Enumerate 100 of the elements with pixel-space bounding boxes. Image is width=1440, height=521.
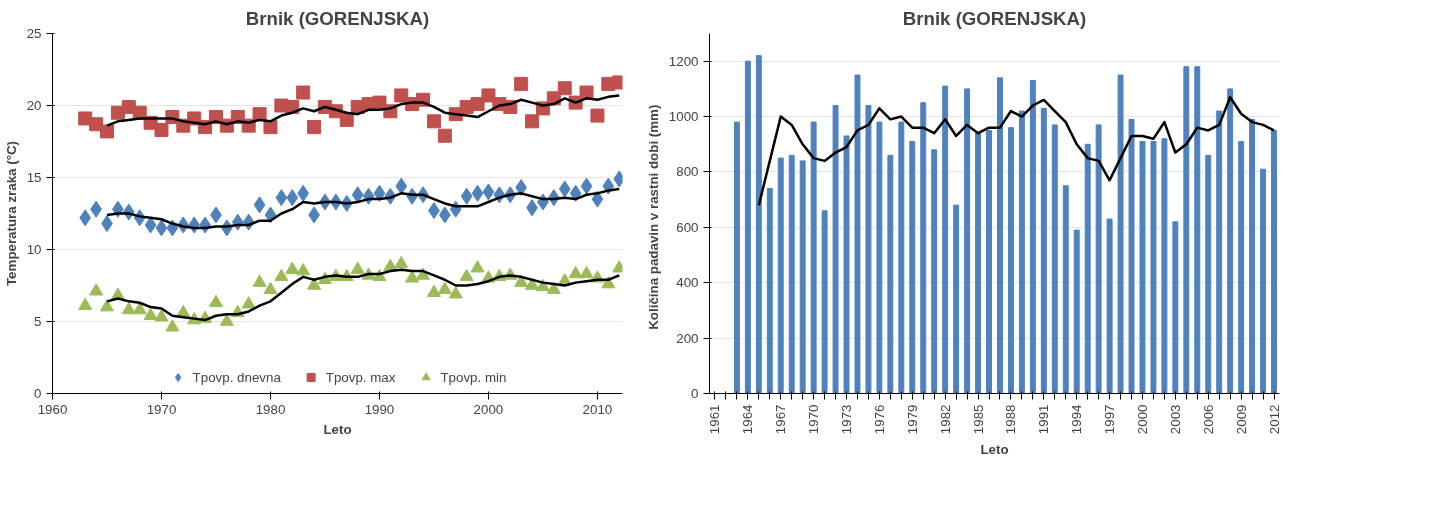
x-tick-label: 2003 bbox=[1167, 404, 1183, 435]
bar bbox=[898, 121, 905, 394]
x-tick-label: 1997 bbox=[1102, 404, 1118, 435]
point bbox=[144, 216, 157, 234]
point bbox=[459, 268, 474, 282]
bar bbox=[1238, 141, 1245, 394]
bar bbox=[1128, 118, 1135, 394]
bar bbox=[1139, 141, 1146, 394]
point bbox=[263, 281, 278, 295]
bar bbox=[876, 121, 883, 394]
y-tick-label: 600 bbox=[676, 219, 699, 235]
bar bbox=[1029, 80, 1036, 394]
point bbox=[514, 76, 529, 91]
point bbox=[253, 196, 266, 214]
bar bbox=[1007, 127, 1014, 394]
point bbox=[79, 209, 92, 227]
x-axis-title: Leto bbox=[980, 442, 1009, 458]
x-tick-label: 1970 bbox=[806, 404, 822, 435]
bar bbox=[953, 204, 960, 394]
point bbox=[143, 307, 158, 320]
x-tick-label: 2010 bbox=[582, 401, 613, 417]
point bbox=[286, 189, 299, 207]
bar bbox=[1051, 124, 1058, 394]
bar bbox=[1205, 154, 1212, 394]
x-tick-label: 1980 bbox=[255, 401, 286, 417]
point bbox=[263, 120, 278, 135]
point bbox=[154, 122, 169, 137]
y-tick-label: 15 bbox=[26, 170, 42, 185]
bar bbox=[986, 129, 992, 394]
bar bbox=[1062, 185, 1069, 394]
bar bbox=[1260, 168, 1267, 394]
point bbox=[437, 281, 452, 295]
y-tick-label: 800 bbox=[676, 164, 699, 180]
point bbox=[132, 301, 147, 315]
y-tick-label: 25 bbox=[26, 26, 42, 41]
y-tick-label: 400 bbox=[676, 275, 699, 291]
x-tick-label: 2000 bbox=[1134, 404, 1150, 435]
x-tick-label: 1985 bbox=[970, 404, 986, 435]
point bbox=[395, 177, 408, 195]
x-tick-label: 1964 bbox=[740, 403, 756, 435]
point bbox=[78, 297, 93, 310]
bar bbox=[931, 149, 938, 394]
x-tick-label: 1988 bbox=[1003, 404, 1019, 435]
point bbox=[590, 108, 605, 123]
point bbox=[405, 270, 420, 283]
y-tick-label: 10 bbox=[26, 242, 42, 257]
y-tick-label: 0 bbox=[34, 386, 42, 401]
point bbox=[557, 81, 572, 96]
bar bbox=[1018, 110, 1025, 394]
bar bbox=[1150, 141, 1157, 394]
y-axis-title: Temperatura zraka (°C) bbox=[3, 140, 19, 287]
point bbox=[154, 309, 169, 322]
point bbox=[569, 184, 582, 202]
point bbox=[448, 286, 463, 299]
point bbox=[426, 284, 441, 297]
point bbox=[339, 112, 354, 127]
bar bbox=[733, 121, 740, 394]
bar bbox=[854, 74, 861, 394]
legend-label: Tpovp. dnevna bbox=[192, 369, 281, 385]
bar bbox=[865, 105, 872, 394]
legend-label: Tpovp. min bbox=[440, 369, 507, 385]
bar bbox=[810, 121, 817, 394]
bar bbox=[964, 88, 971, 394]
bar bbox=[744, 60, 751, 394]
x-tick-label: 2012 bbox=[1266, 404, 1282, 435]
bar bbox=[1183, 66, 1190, 394]
bar bbox=[799, 160, 806, 394]
line-series bbox=[757, 95, 1276, 207]
bar bbox=[975, 132, 982, 394]
point bbox=[470, 97, 485, 112]
point bbox=[241, 296, 256, 309]
point bbox=[285, 261, 300, 274]
bar bbox=[755, 55, 762, 394]
bar bbox=[777, 157, 784, 394]
x-tick-label: 2000 bbox=[473, 401, 504, 417]
point bbox=[99, 124, 114, 139]
point bbox=[219, 313, 234, 326]
point bbox=[546, 281, 561, 295]
point bbox=[481, 88, 496, 103]
y-tick-label: 20 bbox=[26, 98, 42, 113]
bar bbox=[766, 188, 773, 394]
x-tick-label: 2009 bbox=[1233, 404, 1249, 435]
bar bbox=[1216, 110, 1223, 394]
y-tick-label: 0 bbox=[691, 386, 699, 401]
bar bbox=[843, 135, 850, 394]
point bbox=[350, 261, 365, 274]
y-tick-label: 5 bbox=[34, 314, 42, 329]
bar bbox=[887, 154, 894, 394]
point bbox=[525, 114, 540, 129]
bar bbox=[1084, 143, 1091, 394]
bar bbox=[909, 141, 916, 394]
x-tick-label: 1973 bbox=[839, 404, 855, 435]
point bbox=[394, 88, 409, 103]
bar bbox=[1095, 124, 1102, 394]
point bbox=[525, 277, 540, 290]
bar bbox=[1106, 218, 1113, 394]
point bbox=[155, 219, 168, 237]
bar bbox=[920, 102, 927, 394]
point bbox=[274, 268, 289, 282]
point bbox=[252, 274, 267, 287]
